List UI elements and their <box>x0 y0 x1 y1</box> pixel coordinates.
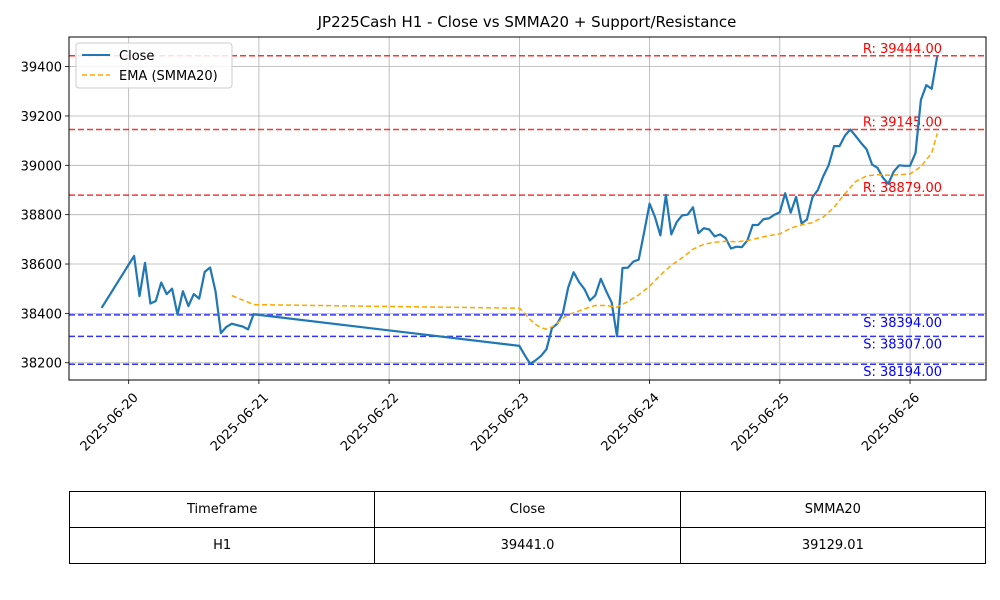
y-tick-label: 38200 <box>21 357 62 372</box>
resistance-label: R: 38879.00 <box>863 181 942 196</box>
y-tick-label: 38600 <box>21 258 62 273</box>
table-header-cell: Close <box>374 491 681 528</box>
plot-area-frame <box>68 36 987 381</box>
series-lines <box>100 56 939 365</box>
support-label: S: 38194.00 <box>863 365 942 380</box>
x-tick-label: 2025-06-26 <box>859 390 923 454</box>
support-label: S: 38307.00 <box>863 337 942 352</box>
table-cell-timeframe: H1 <box>68 527 376 564</box>
table-cell-smma20: 39129.01 <box>679 527 987 564</box>
x-tick-label: 2025-06-21 <box>208 390 272 454</box>
summary-table: Timeframe Close SMMA20 H1 39441.0 39129.… <box>68 491 987 564</box>
smma20-line <box>231 133 938 330</box>
y-tick-label: 39200 <box>21 110 62 125</box>
table-cell-close: 39441.0 <box>374 527 681 564</box>
y-tick-label: 39400 <box>21 61 62 76</box>
legend-label-smma20: EMA (SMMA20) <box>119 69 218 84</box>
y-tick-label: 39000 <box>21 159 62 174</box>
axes: 2025-06-20 2025-06-21 2025-06-22 2025-06-23… <box>21 61 923 455</box>
support-label: S: 38394.00 <box>863 316 942 331</box>
legend: Close EMA (SMMA20) <box>75 42 233 89</box>
table-header-row: Timeframe Close SMMA20 <box>68 491 987 528</box>
y-tick-label: 38400 <box>21 307 62 322</box>
chart: JP225Cash H1 - Close vs SMMA20 + Support… <box>21 13 987 455</box>
table-header-cell: Timeframe <box>68 491 376 528</box>
x-tick-label: 2025-06-22 <box>338 390 402 454</box>
x-tick-label: 2025-06-23 <box>468 390 532 454</box>
y-tick-label: 38800 <box>21 209 62 224</box>
chart-title: JP225Cash H1 - Close vs SMMA20 + Support… <box>317 13 737 31</box>
legend-label-close: Close <box>119 49 154 64</box>
legend-box <box>75 42 233 89</box>
table-row: H1 39441.0 39129.01 <box>68 527 987 564</box>
resistance-label: R: 39145.00 <box>863 116 942 131</box>
resistance-label: R: 39444.00 <box>863 42 942 57</box>
x-tick-label: 2025-06-24 <box>599 390 663 454</box>
x-tick-label: 2025-06-20 <box>78 390 142 454</box>
support-resistance-lines: R: 39444.00 R: 39145.00 R: 38879.00 S: 3839… <box>69 42 986 380</box>
close-line <box>100 56 939 365</box>
x-tick-label: 2025-06-25 <box>729 390 793 454</box>
table-header-cell: SMMA20 <box>679 491 987 528</box>
